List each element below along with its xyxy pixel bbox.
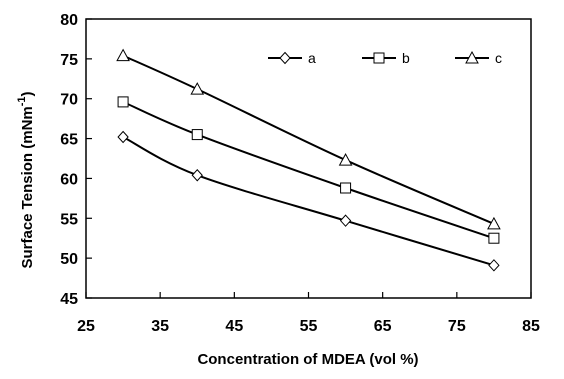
legend: a b c bbox=[268, 50, 502, 66]
y-axis-title-main: Surface Tension (mNm bbox=[19, 106, 36, 268]
data-point-b bbox=[191, 129, 203, 141]
legend-item-c: c bbox=[455, 50, 502, 66]
x-tick-label: 65 bbox=[374, 318, 392, 335]
series-layer bbox=[116, 48, 501, 272]
legend-marker bbox=[465, 50, 479, 64]
legend-marker bbox=[279, 51, 291, 65]
axes: 25 35 45 55 65 75 85 45 50 55 60 65 70 75 80 bbox=[60, 12, 540, 335]
legend-label: c bbox=[495, 50, 502, 66]
data-point-c bbox=[190, 82, 205, 95]
legend-item-a: a bbox=[268, 50, 316, 66]
y-tick-label: 50 bbox=[60, 251, 78, 268]
y-axis-title: Surface Tension (mNm-1) bbox=[16, 91, 36, 268]
data-point-c bbox=[487, 216, 501, 230]
series-line-a bbox=[122, 136, 495, 267]
y-tick-label: 70 bbox=[60, 92, 78, 109]
data-point-a bbox=[339, 214, 352, 227]
y-tick-label: 60 bbox=[60, 171, 78, 188]
y-axis-title-superscript: -1 bbox=[16, 96, 28, 106]
x-tick-label: 35 bbox=[151, 318, 169, 335]
y-tick-label: 45 bbox=[60, 291, 78, 308]
legend-item-b: b bbox=[362, 50, 410, 66]
legend-marker bbox=[373, 52, 385, 64]
x-tick-label: 85 bbox=[522, 318, 540, 335]
data-point-c bbox=[338, 153, 353, 166]
series-a bbox=[117, 130, 500, 272]
x-tick-label: 75 bbox=[448, 318, 466, 335]
data-point-a bbox=[117, 130, 129, 144]
data-point-c bbox=[116, 48, 130, 62]
data-point-b bbox=[117, 96, 129, 108]
x-tick-label: 45 bbox=[225, 318, 243, 335]
y-tick-label: 80 bbox=[60, 12, 78, 29]
x-tick-label: 55 bbox=[300, 318, 318, 335]
x-axis-title: Concentration of MDEA (vol %) bbox=[197, 351, 418, 368]
data-point-a bbox=[191, 168, 203, 182]
data-point-a bbox=[488, 259, 500, 272]
series-line-b bbox=[122, 100, 495, 240]
legend-label: b bbox=[402, 50, 410, 66]
legend-label: a bbox=[308, 50, 316, 66]
series-b bbox=[117, 96, 500, 244]
y-axis-title-suffix: ) bbox=[19, 91, 36, 96]
x-tick-label: 25 bbox=[77, 318, 95, 335]
series-line-c bbox=[122, 54, 495, 225]
data-point-b bbox=[488, 232, 500, 244]
y-tick-label: 55 bbox=[60, 211, 78, 228]
y-tick-label: 75 bbox=[60, 52, 78, 69]
y-tick-label: 65 bbox=[60, 132, 78, 149]
data-point-b bbox=[340, 182, 352, 194]
series-c bbox=[116, 48, 501, 230]
